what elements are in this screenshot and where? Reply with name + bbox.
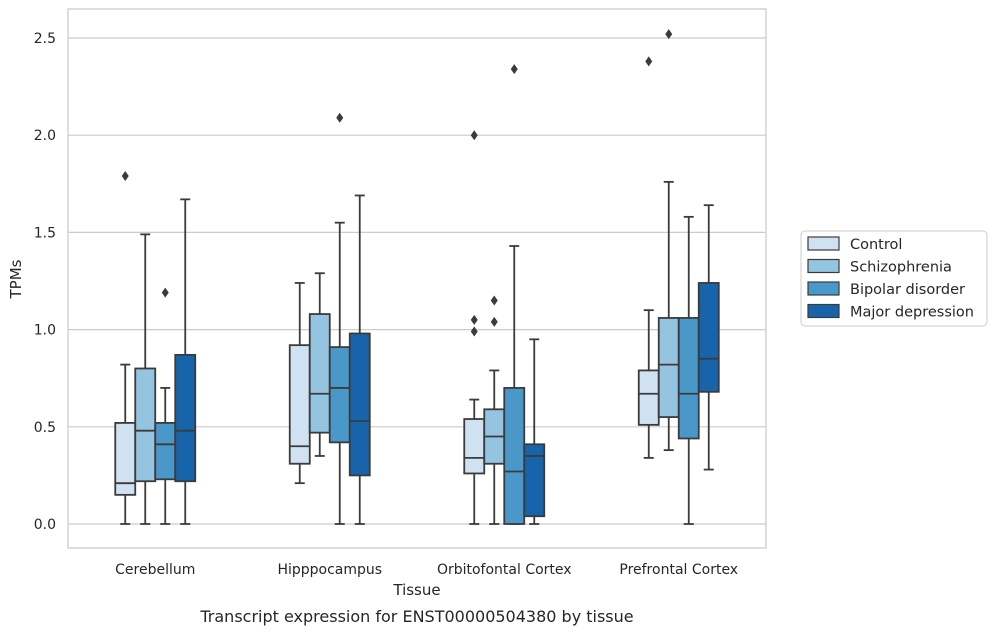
iqr-box <box>657 317 680 418</box>
legend: Control Schizophrenia Bipolar disorder Majo… <box>800 230 988 327</box>
y-axis-label: TPMs <box>7 259 25 299</box>
box-major-depression <box>697 204 720 471</box>
iqr-box <box>328 346 351 444</box>
iqr-box <box>637 369 660 426</box>
box-bipolar-disorder <box>503 64 526 525</box>
x-axis-label: Tissue <box>392 581 440 599</box>
x-tick-label: Cerebellum <box>115 562 195 578</box>
y-tick-label: 0.0 <box>34 517 56 533</box>
iqr-box <box>348 332 371 477</box>
x-tick-labels: Cerebellum Hipppocampus Orbitofontal Corte… <box>115 562 738 578</box>
iqr-box <box>134 367 157 483</box>
legend-label: Major depression <box>850 305 974 321</box>
legend-swatch <box>807 303 840 319</box>
outlier-point <box>470 314 478 325</box>
outlier-point <box>336 112 344 123</box>
y-tick-label: 1.0 <box>34 323 56 339</box>
iqr-box <box>308 313 331 434</box>
iqr-box <box>677 317 700 440</box>
x-tick-label: Hipppocampus <box>277 562 382 578</box>
y-tick-label: 1.5 <box>34 225 56 241</box>
box-major-depression <box>174 198 197 525</box>
iqr-box <box>523 443 546 518</box>
outlier-point <box>490 295 498 306</box>
legend-label: Control <box>850 237 902 253</box>
x-tick-label: Orbitofontal Cortex <box>437 562 572 578</box>
box-groups <box>114 29 720 525</box>
iqr-box <box>154 422 177 481</box>
iqr-box <box>174 353 197 483</box>
x-tick-label: Prefrontal Cortex <box>619 562 738 578</box>
y-tick-label: 2.0 <box>34 128 56 144</box>
y-tick-labels: 0.0 0.5 1.0 1.5 2.0 2.5 <box>34 31 56 533</box>
box-major-depression <box>523 338 546 525</box>
box-major-depression <box>348 194 371 525</box>
box-control <box>637 56 660 459</box>
legend-swatch <box>807 236 840 251</box>
y-tick-label: 2.5 <box>34 31 56 47</box>
outlier-point <box>510 64 518 75</box>
outlier-point <box>645 56 653 67</box>
iqr-box <box>697 282 720 393</box>
legend-frame <box>800 230 988 327</box>
outlier-point <box>121 171 129 182</box>
iqr-box <box>463 418 486 475</box>
y-tick-label: 0.5 <box>34 420 56 436</box>
box-control <box>463 130 486 525</box>
box-bipolar-disorder <box>154 287 177 525</box>
legend-swatch <box>807 258 840 274</box>
outlier-point <box>490 316 498 327</box>
outlier-point <box>161 287 169 298</box>
iqr-box <box>503 387 526 525</box>
legend-swatch <box>807 281 840 296</box>
outlier-point <box>665 29 673 40</box>
legend-label: Bipolar disorder <box>850 282 965 298</box>
legend-label: Schizophrenia <box>850 260 952 276</box>
outlier-point <box>470 130 478 141</box>
chart-caption: Transcript expression for ENST0000050438… <box>199 607 633 626</box>
outlier-point <box>470 326 478 337</box>
